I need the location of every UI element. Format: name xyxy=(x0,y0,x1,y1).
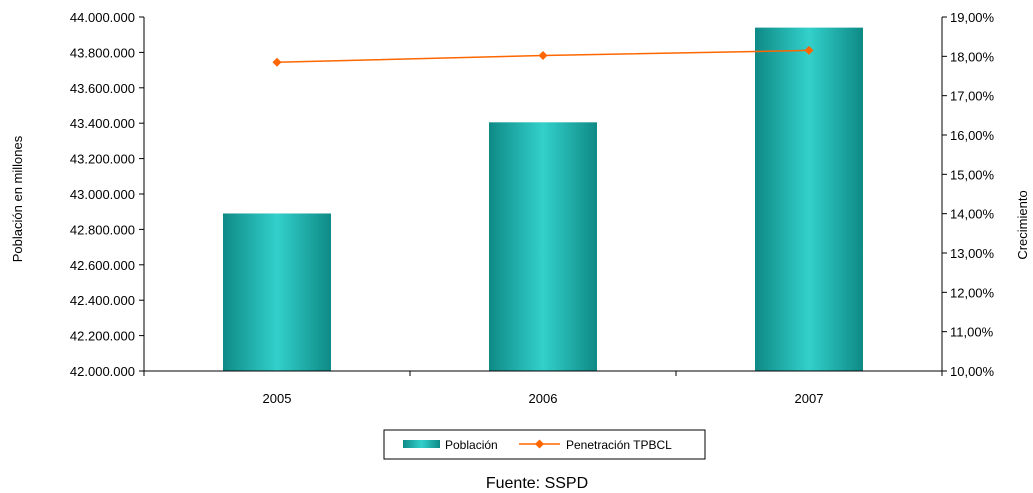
y-tick-label: 43.600.000 xyxy=(70,81,135,96)
legend: Población Penetración TPBCL xyxy=(383,429,706,460)
axes-layer: 42.000.000 42.200.000 42.400.000 42.600.000… xyxy=(70,10,995,406)
y-tick-label: 42.000.000 xyxy=(70,364,135,379)
y-tick-label: 42.600.000 xyxy=(70,258,135,273)
y2-tick-label: 10,00% xyxy=(950,364,995,379)
x-tick-label: 2006 xyxy=(529,391,558,406)
y2-tick-label: 15,00% xyxy=(950,167,995,182)
y-tick-label: 43.800.000 xyxy=(70,45,135,60)
y-tick-label: 42.400.000 xyxy=(70,293,135,308)
legend-label-penetracion: Penetración TPBCL xyxy=(566,438,672,452)
penetracion-point-2005 xyxy=(272,57,282,67)
bar-2005 xyxy=(223,213,331,371)
y2-tick-label: 18,00% xyxy=(950,49,995,64)
y2-tick-label: 17,00% xyxy=(950,89,995,104)
legend-swatch-poblacion xyxy=(403,440,440,448)
legend-swatch-marker xyxy=(535,439,544,449)
line-layer xyxy=(272,45,814,67)
y2-tick-label: 11,00% xyxy=(950,325,994,340)
y2-tick-label: 16,00% xyxy=(950,128,995,143)
y-tick-label: 42.200.000 xyxy=(70,329,135,344)
y-tick-label: 42.800.000 xyxy=(70,222,135,237)
legend-label-poblacion: Población xyxy=(445,438,498,452)
y2-tick-label: 12,00% xyxy=(950,285,995,300)
source-note: Fuente: SSPD xyxy=(486,475,588,492)
x-tick-label: 2007 xyxy=(795,391,824,406)
bars-layer xyxy=(223,27,863,372)
y2-axis-title: Crecimiento xyxy=(1015,190,1030,259)
penetracion-point-2007 xyxy=(804,45,814,55)
y2-tick-label: 19,00% xyxy=(950,10,995,25)
bar-2007 xyxy=(755,27,863,372)
y-axis-title: Población en millones xyxy=(10,135,25,262)
y-tick-label: 43.200.000 xyxy=(70,152,135,167)
y-tick-label: 44.000.000 xyxy=(70,10,135,25)
penetracion-point-2006 xyxy=(538,51,548,61)
bar-2006 xyxy=(489,122,597,371)
x-tick-label: 2005 xyxy=(263,391,292,406)
y2-tick-label: 13,00% xyxy=(950,246,995,261)
y-tick-label: 43.400.000 xyxy=(70,116,135,131)
y2-tick-label: 14,00% xyxy=(950,207,995,222)
y-tick-label: 43.000.000 xyxy=(70,187,135,202)
